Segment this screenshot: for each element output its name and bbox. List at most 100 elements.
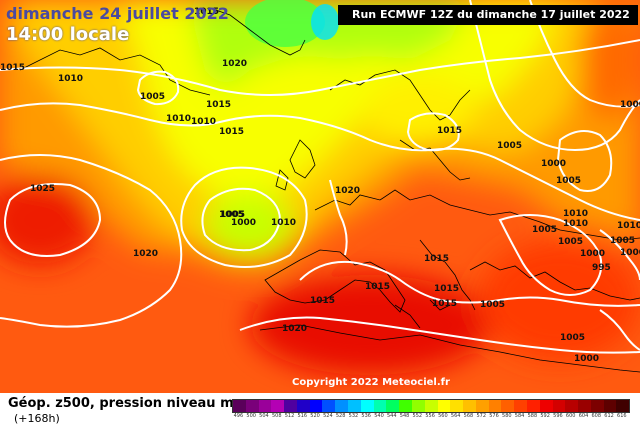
color-scale-value: 596 [553,413,563,419]
color-scale-swatch [335,400,349,412]
isobar-label: 1005 [560,333,585,343]
isobar-label: 1010 [563,209,588,219]
color-scale-value: 568 [463,413,474,419]
color-scale-swatch [514,400,527,412]
isobar-label: 1010 [191,117,216,127]
color-scale-value: 588 [527,413,538,419]
isobar-label: 1000 [580,249,605,259]
color-scale-value: 528 [335,413,346,419]
color-scale-value: 516 [297,413,308,419]
color-scale-value: 500 [246,413,256,419]
color-scale-swatch [360,400,374,412]
color-scale-swatch [411,400,425,412]
color-scale-swatch [258,400,272,412]
isobar-label: 1010 [271,218,296,228]
color-scale-value: 612 [604,413,614,419]
color-scale-swatch [463,400,476,412]
isobar-label: 1010 [166,114,191,124]
color-scale-swatch [450,400,464,412]
color-scale-swatch [526,400,540,412]
isobar-label: 1015 [365,282,390,292]
isobar-label: 1020 [222,59,247,69]
color-scale-value: 556 [425,413,435,419]
lead-time-label: (+168h) [14,412,60,425]
color-scale-value: 564 [450,413,461,419]
color-scale-value: 616 [617,413,627,419]
color-scale-value: 520 [310,413,320,419]
color-scale-value: 504 [259,413,269,419]
isobar-label: 1015 [194,7,219,17]
copyright-notice: Copyright 2022 Meteociel.fr [292,377,450,388]
isobar-label: 1005 [220,210,245,220]
color-scale-labels: 496 500 504 508 512 516 520 524 528 532 536 540 544 5… [232,413,628,419]
isobar-label: 1015 [219,127,244,137]
color-scale-bar [232,399,630,413]
color-scale-value: 536 [361,413,371,419]
color-scale-value: 604 [578,413,589,419]
color-scale-swatch [284,400,297,412]
isobar-label: 1015 [0,63,25,73]
isobar-label: 1000 [620,100,640,110]
isobar-label: 1010 [617,221,640,231]
color-scale-swatch [271,400,285,412]
color-scale-swatch [437,400,451,412]
product-label: Géop. z500, pression niveau mer [8,396,249,411]
color-scale-swatch [590,400,604,412]
forecast-time-title: 14:00 locale [6,24,130,45]
color-scale-value: 592 [540,413,550,419]
isobar-label: 1000 [541,159,566,169]
isobar-label: 1015 [437,126,462,136]
color-scale-swatch [322,400,336,412]
color-scale-swatch [296,400,310,412]
isobar-label: 1010 [563,219,588,229]
isobar-label: 1000 [231,218,256,228]
color-scale-value: 600 [565,413,576,419]
color-scale-value: 544 [386,413,397,419]
isobar-labels: 1005 1010 1015 1020 1010 1010 1015 1015 … [0,7,640,364]
color-scale-swatch [539,400,553,412]
isobar-label: 1020 [335,186,360,196]
color-scale-swatch [616,400,630,412]
color-scale-value: 560 [438,413,448,419]
color-scale-swatch [552,400,566,412]
isobar-label: 1020 [133,249,158,259]
color-scale-swatch [373,400,387,412]
isobar-label: 1005 [556,176,581,186]
geopotential-field [0,0,640,393]
isobar-label: 1010 [58,74,83,84]
color-scale-value: 548 [399,413,410,419]
color-scale-value: 508 [271,413,282,419]
color-scale-value: 584 [514,413,525,419]
isobar-label: 1005 [497,141,522,151]
color-scale-swatch [501,400,515,412]
isobar-label: 1000 [574,354,599,364]
isobar-label: 1005 [610,236,635,246]
color-scale-swatch [348,400,361,412]
model-run-info: Run ECMWF 12Z du dimanche 17 juillet 202… [338,5,638,25]
forecast-date-title: dimanche 24 juillet 2022 [6,4,229,23]
isobars [0,0,640,354]
color-scale-swatch [424,400,438,412]
isobar-label: 1005 [140,92,165,102]
isobar-label: 1000 [620,248,640,258]
isobar-label: 1005 [219,210,244,220]
color-scale-value: 608 [591,413,602,419]
isobar-label: 1020 [282,324,307,334]
color-scale-swatch [603,400,617,412]
color-scale-swatch [399,400,412,412]
isobar-label: 1005 [480,300,505,310]
color-scale-swatch [578,400,591,412]
forecast-map: 1005 1010 1015 1020 1010 1010 1015 1015 … [0,0,640,393]
isobar-label: 1015 [310,296,335,306]
isobar-label: 1025 [30,184,55,194]
isobar-label: 1015 [434,284,459,294]
isobar-label: 1015 [424,254,449,264]
color-scale-swatch [386,400,400,412]
color-scale-value: 532 [348,413,359,419]
color-scale-swatch [233,400,246,412]
color-scale-value: 552 [412,413,423,419]
color-scale-swatch [488,400,502,412]
color-scale-value: 576 [489,413,499,419]
legend-panel: Géop. z500, pression niveau mer (+168h) … [0,393,640,427]
